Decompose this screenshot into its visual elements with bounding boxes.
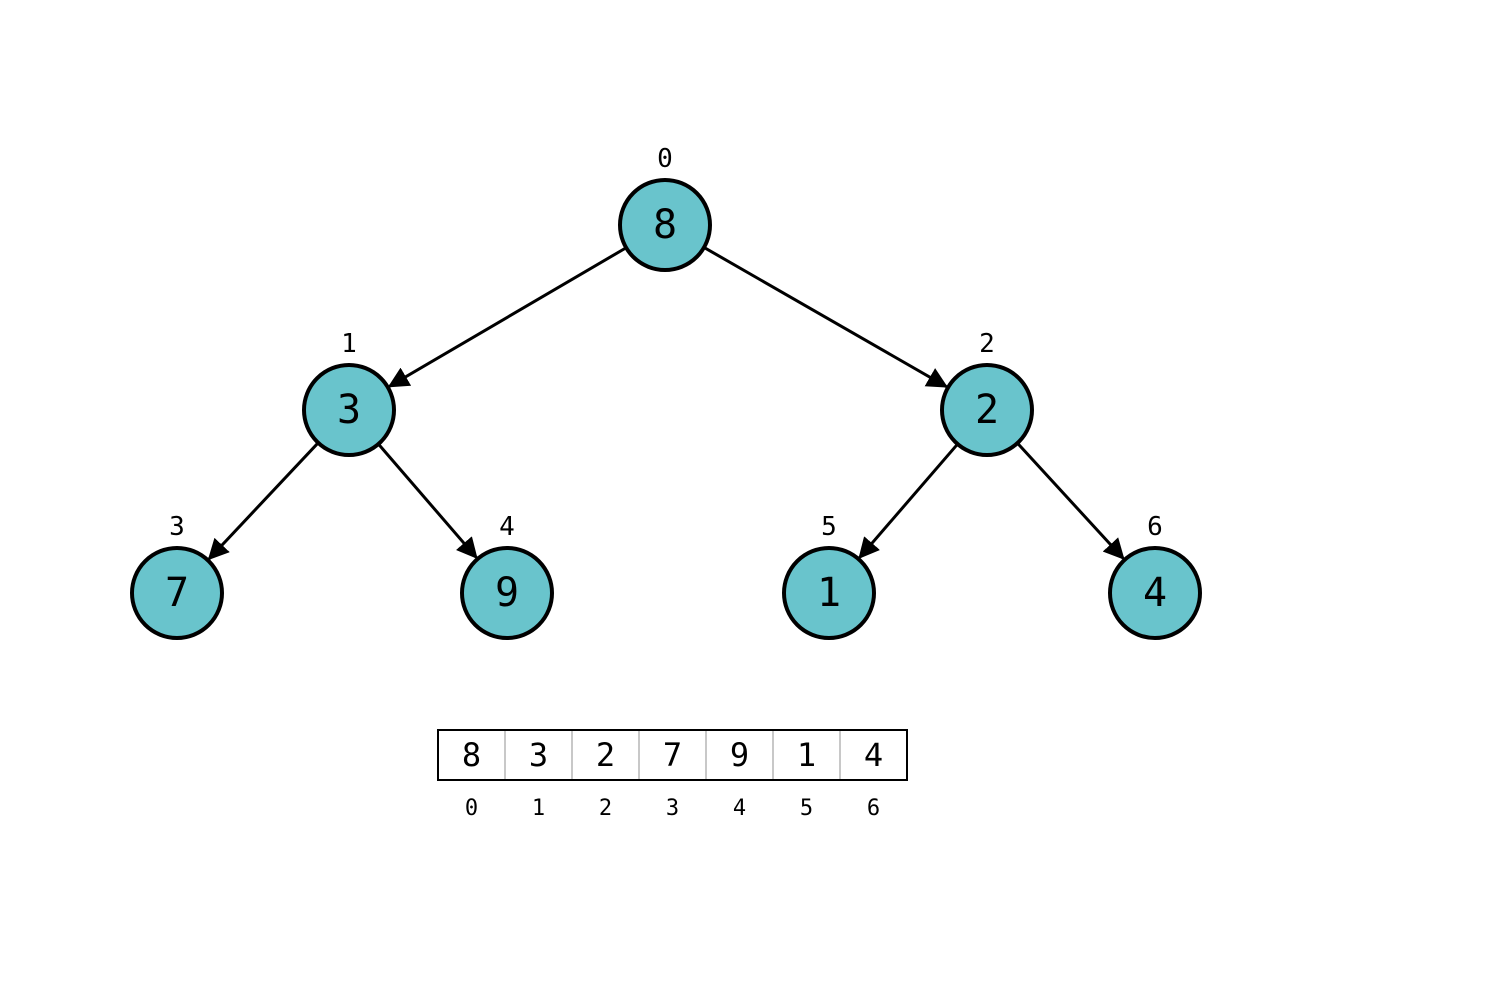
node-value: 9 [495,570,519,616]
array-cell-index: 5 [800,796,813,821]
tree-node: 46 [1110,512,1200,638]
array-cell-value: 1 [797,736,816,774]
array-cell-index: 6 [867,796,880,821]
tree-node: 22 [942,329,1032,455]
array-cell-value: 8 [462,736,481,774]
array-cell-value: 2 [596,736,615,774]
node-index: 1 [341,329,357,359]
array-cell-value: 4 [864,736,883,774]
tree-node: 15 [784,512,874,638]
array-cell-index: 3 [666,796,679,821]
tree-node: 73 [132,512,222,638]
node-index: 0 [657,144,673,174]
tree-node: 94 [462,512,552,638]
array-cell-index: 1 [532,796,545,821]
node-value: 7 [165,570,189,616]
node-value: 1 [817,570,841,616]
array-cell-value: 9 [730,736,749,774]
tree-node: 80 [620,144,710,270]
tree-edge [860,444,958,557]
array-cell-index: 4 [733,796,746,821]
node-value: 8 [653,202,677,248]
tree-edge [378,444,476,557]
node-value: 2 [975,387,999,433]
node-index: 3 [169,512,185,542]
node-value: 3 [337,387,361,433]
array-table: 8 0 3 1 2 2 7 3 9 4 1 5 4 6 [438,730,907,821]
tree-nodes: 80312273941546 [132,144,1200,638]
array-cell-value: 7 [663,736,682,774]
diagram-canvas: 8031227394154680312273941546 [0,0,1500,1000]
node-index: 2 [979,329,995,359]
array-cell-index: 0 [465,796,478,821]
array-cell-value: 3 [529,736,548,774]
node-value: 4 [1143,570,1167,616]
tree-edge [209,443,318,559]
array-cell-index: 2 [599,796,612,821]
tree-edge [390,248,627,387]
node-index: 5 [821,512,837,542]
tree-node: 31 [304,329,394,455]
tree-edge [1017,443,1123,558]
node-index: 4 [499,512,515,542]
node-index: 6 [1147,512,1163,542]
tree-edge [704,247,946,386]
